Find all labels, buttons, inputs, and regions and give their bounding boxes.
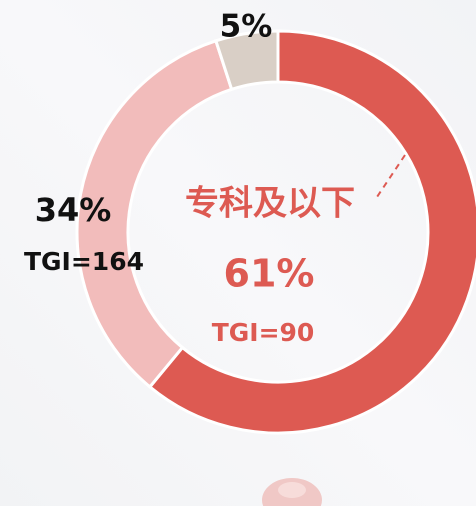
value-label: 5% [220, 9, 273, 45]
tgi-label: TGI=164 [24, 247, 144, 276]
slice [213, 29, 280, 92]
slice [147, 29, 476, 435]
leader-line [374, 154, 406, 201]
value-label: 61% [224, 252, 315, 296]
category-label: 专科及以下 [185, 184, 355, 224]
decoration [278, 482, 306, 498]
slice [75, 38, 234, 389]
value-label: 34% [35, 191, 112, 229]
tgi-label: TGI=90 [212, 318, 315, 347]
